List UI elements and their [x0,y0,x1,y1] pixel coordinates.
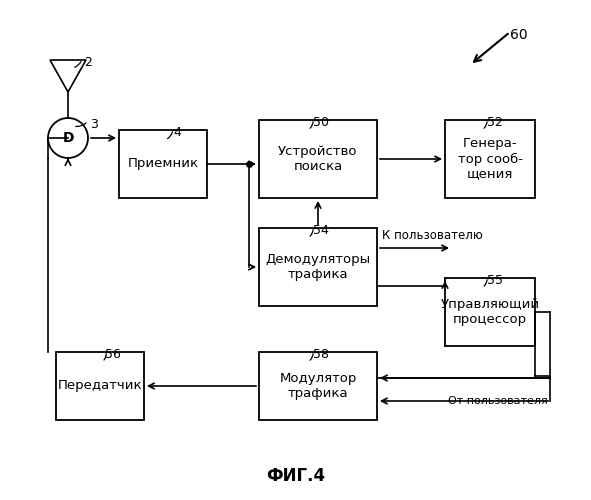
Text: Устройство
поиска: Устройство поиска [278,145,358,173]
Text: D: D [62,131,74,145]
Bar [445,120,535,198]
Text: Приемник: Приемник [128,158,199,170]
Text: 2: 2 [84,56,92,69]
Bar [259,120,377,198]
Bar [259,352,377,420]
Text: 3: 3 [90,118,98,131]
Text: Модулятор
трафика: Модулятор трафика [280,372,357,400]
Text: 52: 52 [487,116,503,129]
Text: 58: 58 [313,348,329,361]
Polygon shape [50,60,86,92]
Text: 56: 56 [105,348,121,361]
Text: Генера-
тор сооб-
щения: Генера- тор сооб- щения [457,138,522,180]
Text: 60: 60 [510,28,528,42]
Bar [259,228,377,306]
Text: ФИГ.4: ФИГ.4 [266,467,325,485]
Text: Демодуляторы
трафика: Демодуляторы трафика [265,253,371,281]
Text: Передатчик: Передатчик [58,380,142,392]
Text: К пользователю: К пользователю [382,229,483,242]
Text: 4: 4 [173,126,181,139]
Text: 55: 55 [487,274,503,287]
Bar [56,352,144,420]
Text: От пользователя: От пользователя [448,396,548,406]
Bar [445,278,535,346]
Text: 50: 50 [313,116,329,129]
Bar [119,130,207,198]
Text: 54: 54 [313,224,329,237]
Text: Управляющий
процессор: Управляющий процессор [440,298,540,326]
